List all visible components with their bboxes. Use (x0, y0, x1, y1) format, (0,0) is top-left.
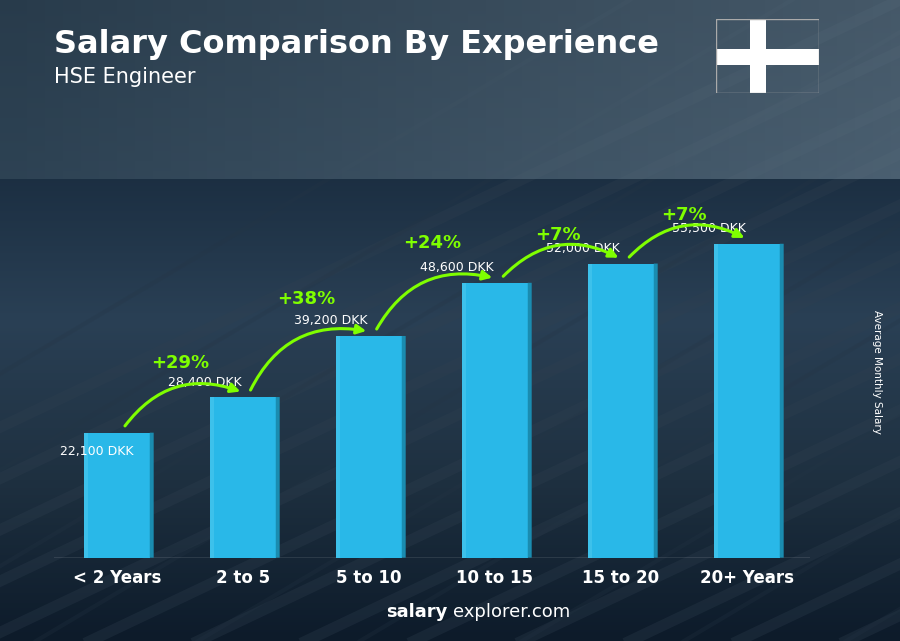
Text: +29%: +29% (151, 354, 209, 372)
Text: +7%: +7% (536, 226, 580, 244)
Bar (85, 433, 149, 558)
Bar (715, 244, 718, 558)
Polygon shape (527, 283, 532, 558)
Bar (85, 433, 88, 558)
Bar (589, 263, 592, 558)
Bar (463, 283, 466, 558)
Text: +38%: +38% (277, 290, 335, 308)
Bar (715, 244, 779, 558)
Bar (211, 397, 214, 558)
Text: +7%: +7% (662, 206, 706, 224)
Text: 48,600 DKK: 48,600 DKK (420, 262, 494, 274)
Text: Salary Comparison By Experience: Salary Comparison By Experience (54, 29, 659, 60)
Text: 28,400 DKK: 28,400 DKK (168, 376, 242, 388)
Bar (337, 336, 401, 558)
Text: Average Monthly Salary: Average Monthly Salary (872, 310, 883, 434)
Polygon shape (653, 263, 658, 558)
Bar (716, 49, 819, 65)
Bar (463, 283, 527, 558)
Bar (589, 263, 653, 558)
Bar (750, 19, 766, 93)
Text: salary: salary (386, 603, 447, 621)
Polygon shape (275, 397, 280, 558)
Bar (337, 336, 340, 558)
Text: 52,000 DKK: 52,000 DKK (546, 242, 620, 255)
Text: 22,100 DKK: 22,100 DKK (60, 445, 134, 458)
Text: explorer.com: explorer.com (453, 603, 570, 621)
Text: 39,200 DKK: 39,200 DKK (294, 315, 368, 328)
Text: 55,500 DKK: 55,500 DKK (672, 222, 746, 235)
Polygon shape (149, 433, 154, 558)
Polygon shape (779, 244, 784, 558)
Bar (211, 397, 275, 558)
Text: +24%: +24% (403, 234, 461, 252)
Polygon shape (401, 336, 406, 558)
Text: HSE Engineer: HSE Engineer (54, 67, 195, 87)
